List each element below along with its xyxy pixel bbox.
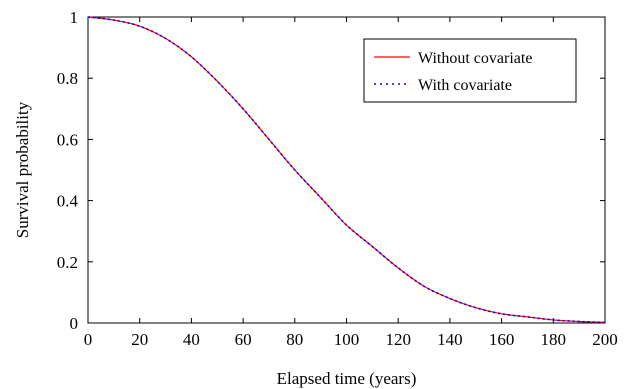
x-tick-label: 140 [437, 330, 463, 349]
legend-label: Without covariate [418, 50, 532, 67]
x-axis-title: Elapsed time (years) [277, 369, 417, 388]
legend-label: With covariate [418, 77, 512, 94]
y-tick-label: 0 [70, 314, 79, 333]
series-layer [87, 16, 606, 324]
y-tick-label: 1 [70, 8, 79, 27]
legend-box [363, 38, 577, 103]
x-axis-ticks: 0 20 40 60 80 100 120 140 160 180 200 [84, 17, 618, 349]
x-tick-label: 160 [489, 330, 515, 349]
x-tick-label: 100 [334, 330, 360, 349]
x-tick-label: 80 [286, 330, 303, 349]
y-axis-title: Survival probability [13, 101, 32, 238]
x-tick-label: 200 [592, 330, 618, 349]
x-tick-label: 0 [84, 330, 93, 349]
legend: Without covariate With covariate [363, 38, 577, 103]
x-tick-label: 180 [541, 330, 567, 349]
series-line-with-covariate [87, 16, 606, 324]
x-tick-label: 60 [235, 330, 252, 349]
y-axis-ticks: 0 0.2 0.4 0.6 0.8 1 [57, 8, 605, 333]
y-tick-label: 0.8 [57, 69, 78, 88]
y-tick-label: 0.4 [57, 192, 79, 211]
y-tick-label: 0.2 [57, 253, 78, 272]
y-tick-label: 0.6 [57, 130, 78, 149]
x-tick-label: 20 [131, 330, 148, 349]
x-tick-label: 120 [385, 330, 411, 349]
x-tick-label: 40 [183, 330, 200, 349]
